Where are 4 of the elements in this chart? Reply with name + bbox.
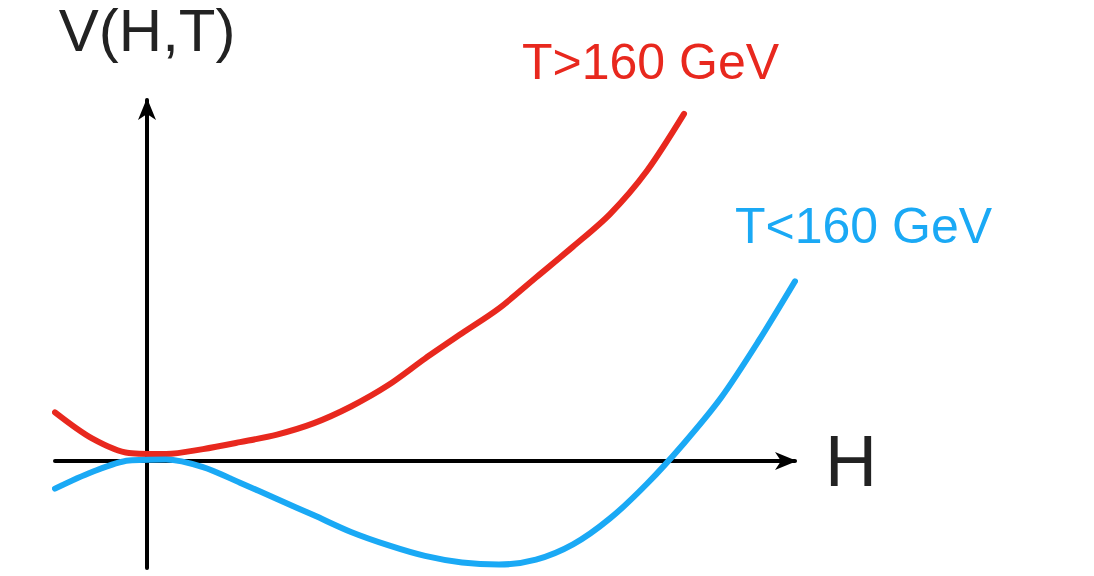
y-axis-title: V(H,T)	[58, 0, 236, 64]
series-label: T<160 GeV	[735, 198, 993, 255]
series-label: T>160 GeV	[522, 33, 780, 90]
x-axis-title: H	[825, 420, 877, 501]
